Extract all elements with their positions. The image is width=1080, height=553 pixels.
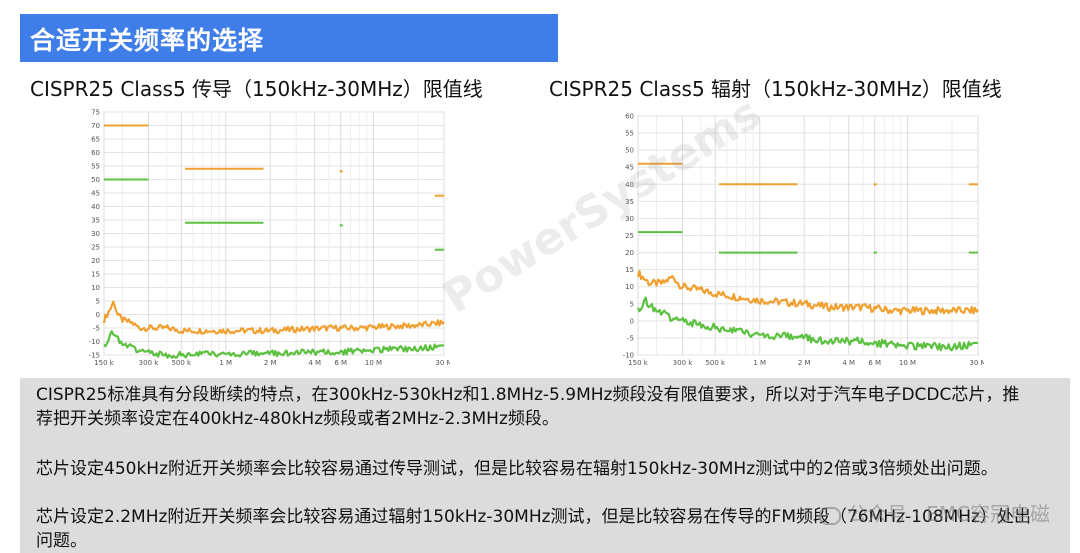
x-tick-label: 30 M [435,359,450,367]
y-tick-label: -5 [627,334,634,342]
y-tick-label: 20 [625,249,634,257]
measurement-trace [636,296,978,352]
radiated-limit-chart: -10 -5 0 5 10 15 20 25 30 35 40 45 50 55 60 150 k 300 k 5… [623,113,984,368]
chart-title-radiated: CISPR25 Class5 辐射（150kHz-30MHz）限值线 [549,77,1002,101]
x-tick-label: 150 k [628,359,649,367]
x-tick-label: 300 k [673,359,694,367]
y-tick-label: 10 [91,284,100,292]
y-tick-label: 55 [625,130,634,138]
y-tick-label: 50 [91,176,100,184]
x-tick-label: 10 M [899,359,916,367]
y-tick-label: 50 [625,147,634,155]
y-tick-label: 70 [91,122,100,130]
note-paragraph-1: CISPR25标准具有分段断续的特点，在300kHz-530kHz和1.8MHz… [36,385,1020,429]
y-tick-label: 30 [91,230,100,238]
x-tick-label: 500 k [171,359,192,367]
x-tick-label: 4 M [842,359,855,367]
y-tick-label: 60 [91,149,100,157]
conducted-limit-chart: -15 -10 -5 0 5 10 15 20 25 30 35 40 45 50 55 60 65 70 75 15… [89,109,450,368]
x-tick-label: 4 M [308,359,321,367]
y-tick-label: 75 [91,109,100,117]
y-tick-label: 5 [96,298,100,306]
x-tick-label: 6 M [868,359,881,367]
x-tick-label: 6 M [334,359,347,367]
title-bar [20,14,558,62]
y-tick-label: 40 [91,203,100,211]
measurement-trace [103,330,444,359]
x-tick-label: 10 M [365,359,382,367]
y-tick-label: 15 [625,266,634,274]
y-tick-label: 25 [625,232,634,240]
y-tick-label: 45 [91,190,100,198]
notes-box [20,378,1070,553]
chart-title-conducted: CISPR25 Class5 传导（150kHz-30MHz）限值线 [30,77,483,101]
x-tick-label: 150 k [94,359,115,367]
note-paragraph-3: 芯片设定2.2MHz附近开关频率会比较容易通过辐射150kHz-30MHz测试，… [36,507,1031,551]
y-tick-label: 65 [91,136,100,144]
y-tick-label: 0 [96,311,100,319]
y-tick-label: 35 [91,217,100,225]
page-title: 合适开关频率的选择 [30,26,265,55]
x-tick-label: 500 k [705,359,726,367]
wechat-icon [819,506,842,525]
y-tick-label: 10 [625,283,634,291]
y-tick-label: 5 [630,300,634,308]
y-tick-label: -5 [93,325,100,333]
y-tick-label: -10 [623,352,634,360]
measurement-trace [102,300,445,335]
y-tick-label: 40 [625,181,634,189]
watermark-label: 公众号 · EMC容冠电磁 [819,498,1050,527]
x-tick-label: 1 M [219,359,232,367]
watermark-text: 公众号 · EMC容冠电磁 [847,502,1050,526]
y-tick-label: 25 [91,244,100,252]
x-tick-label: 2 M [798,359,811,367]
x-tick-label: 300 k [139,359,160,367]
y-tick-label: 60 [625,113,634,121]
x-tick-label: 2 M [264,359,277,367]
y-tick-label: 55 [91,163,100,171]
note-paragraph-2: 芯片设定450kHz附近开关频率会比较容易通过传导测试，但是比较容易在辐射150… [36,459,998,479]
x-tick-label: 1 M [753,359,766,367]
x-tick-label: 30 M [969,359,984,367]
y-tick-label: 15 [91,271,100,279]
measurement-trace [636,270,979,316]
y-tick-label: 35 [625,198,634,206]
y-tick-label: 0 [630,317,634,325]
y-tick-label: 30 [625,215,634,223]
y-tick-label: -10 [89,338,100,346]
y-tick-label: 45 [625,164,634,172]
y-tick-label: -15 [89,352,100,360]
y-tick-label: 20 [91,257,100,265]
